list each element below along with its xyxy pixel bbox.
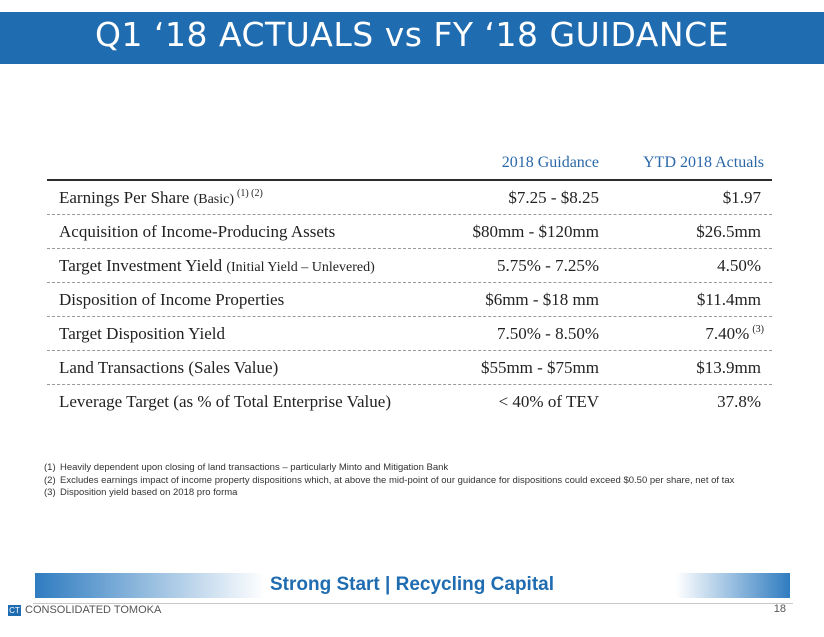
title-bar: Q1 ‘18 ACTUALS vs FY ‘18 GUIDANCE bbox=[0, 12, 824, 64]
row-label: Land Transactions (Sales Value) bbox=[59, 358, 281, 378]
row-actual-value: 37.8% bbox=[717, 392, 761, 411]
row-label-main: Target Investment Yield bbox=[59, 256, 223, 275]
slide-title: Q1 ‘18 ACTUALS vs FY ‘18 GUIDANCE bbox=[95, 15, 729, 54]
footnote-text: Excludes earnings impact of income prope… bbox=[60, 474, 735, 486]
row-actual-value: $26.5mm bbox=[696, 222, 761, 241]
row-actual-value: $13.9mm bbox=[696, 358, 761, 377]
row-guidance: < 40% of TEV bbox=[498, 392, 599, 411]
row-label-main: Leverage Target (as % of Total Enterpris… bbox=[59, 392, 391, 411]
footnote-text: Disposition yield based on 2018 pro form… bbox=[60, 487, 238, 498]
row-guidance: $6mm - $18 mm bbox=[485, 290, 599, 309]
row-label-main: Earnings Per Share bbox=[59, 188, 190, 207]
table-row: Leverage Target (as % of Total Enterpris… bbox=[47, 385, 772, 418]
row-label-qualifier: (Basic) bbox=[193, 192, 234, 207]
table-row: Acquisition of Income-Producing Assets $… bbox=[47, 215, 772, 249]
header-guidance: 2018 Guidance bbox=[501, 154, 599, 171]
footer-divider bbox=[33, 603, 793, 604]
guidance-table: 2018 Guidance YTD 2018 Actuals Earnings … bbox=[47, 154, 772, 418]
row-actual-value: $11.4mm bbox=[696, 290, 761, 309]
header-actuals: YTD 2018 Actuals bbox=[643, 154, 764, 171]
row-actual: $26.5mm bbox=[696, 222, 764, 242]
table-row: Disposition of Income Properties $6mm - … bbox=[47, 283, 772, 317]
row-actual: 37.8% bbox=[717, 392, 764, 412]
table-row: Target Investment Yield (Initial Yield –… bbox=[47, 249, 772, 283]
table-row: Earnings Per Share (Basic) (1) (2) $7.25 -… bbox=[47, 181, 772, 215]
row-label-main: Disposition of Income Properties bbox=[59, 290, 285, 309]
company-name: CONSOLIDATED TOMOKA bbox=[25, 604, 162, 616]
row-actual: $1.97 bbox=[723, 188, 764, 208]
row-label-main: Acquisition of Income-Producing Assets bbox=[59, 222, 336, 241]
table-row: Land Transactions (Sales Value) $55mm - … bbox=[47, 351, 772, 385]
row-label: Disposition of Income Properties bbox=[59, 290, 287, 310]
footnote-text: Heavily dependent upon closing of land t… bbox=[60, 462, 449, 473]
footnote: (3) Disposition yield based on 2018 pro f… bbox=[44, 487, 734, 500]
row-guidance: $7.25 - $8.25 bbox=[508, 188, 599, 207]
row-label: Leverage Target (as % of Total Enterpris… bbox=[59, 392, 394, 412]
row-guidance: 7.50% - 8.50% bbox=[497, 324, 599, 343]
row-actual-value: $1.97 bbox=[722, 188, 761, 207]
row-guidance: 5.75% - 7.25% bbox=[497, 256, 599, 275]
footnotes: (1) Heavily dependent upon closing of lan… bbox=[44, 462, 734, 500]
row-label-main: Target Disposition Yield bbox=[59, 324, 225, 343]
row-actual: $13.9mm bbox=[696, 358, 764, 378]
row-guidance: $55mm - $75mm bbox=[480, 358, 599, 377]
row-label-main: Land Transactions (Sales Value) bbox=[59, 358, 279, 377]
row-label: Acquisition of Income-Producing Assets bbox=[59, 222, 338, 242]
footnote: (2) Excludes earnings impact of income pr… bbox=[44, 475, 734, 488]
tagline: Strong Start | Recycling Capital bbox=[269, 574, 555, 595]
company-logo: CT bbox=[8, 605, 21, 616]
footnote-number: (1) bbox=[44, 462, 56, 473]
row-guidance: $80mm - $120mm bbox=[472, 222, 599, 241]
row-actual-value: 7.40% bbox=[705, 324, 750, 343]
row-actual-value: 4.50% bbox=[717, 256, 761, 275]
row-label-qualifier: (Initial Yield – Unlevered) bbox=[226, 260, 375, 275]
footnote-number: (2) bbox=[44, 474, 56, 486]
table-body: Earnings Per Share (Basic) (1) (2) $7.25 -… bbox=[47, 181, 772, 418]
footnote-number: (3) bbox=[44, 487, 56, 498]
footer-gradient-left bbox=[35, 573, 265, 598]
footnote: (1) Heavily dependent upon closing of lan… bbox=[44, 462, 734, 475]
table-row: Target Disposition Yield 7.50% - 8.50% 7.… bbox=[47, 317, 772, 351]
row-label: Target Disposition Yield bbox=[59, 324, 228, 344]
row-label: Target Investment Yield (Initial Yield –… bbox=[59, 256, 378, 276]
page-number: 18 bbox=[773, 603, 786, 615]
row-actual: $11.4mm bbox=[697, 290, 764, 310]
row-label: Earnings Per Share (Basic) (1) (2) bbox=[59, 188, 263, 208]
table-header: 2018 Guidance YTD 2018 Actuals bbox=[47, 154, 772, 181]
row-actual: 7.40% (3) bbox=[705, 324, 764, 344]
row-footnote-ref: (1) (2) bbox=[237, 188, 263, 200]
row-actual: 4.50% bbox=[717, 256, 764, 276]
row-actual-footnote-ref: (3) bbox=[752, 324, 764, 336]
footer-gradient-right bbox=[676, 573, 790, 598]
